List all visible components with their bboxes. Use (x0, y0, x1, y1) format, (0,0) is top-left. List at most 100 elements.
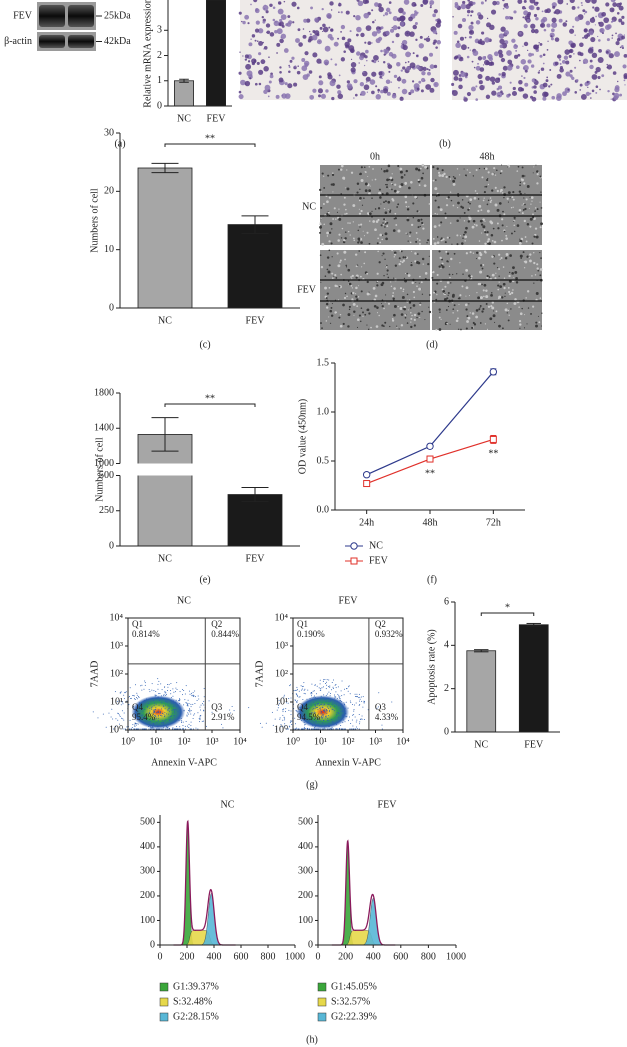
cell-speck (506, 312, 508, 314)
cell-speck (340, 168, 343, 171)
cell-speck (481, 310, 484, 313)
stained-cell (240, 79, 246, 86)
cell-speck (448, 265, 451, 267)
cell-speck (333, 275, 335, 277)
x-axis-label: Annexin V-APC (315, 757, 381, 768)
cell-speck (441, 288, 444, 291)
cell-speck (332, 191, 334, 193)
event-dot (342, 722, 344, 724)
cell-speck (514, 270, 518, 274)
cell-speck (464, 240, 466, 242)
event-dot (332, 708, 334, 710)
event-dot (350, 723, 352, 725)
stained-cell (327, 33, 333, 39)
cell-speck (526, 323, 528, 325)
cell-speck (384, 226, 386, 228)
stained-cell (365, 81, 368, 83)
event-dot (313, 702, 315, 704)
stained-cell (418, 43, 424, 49)
event-dot (192, 718, 194, 720)
cell-speck (518, 209, 522, 212)
stained-cell (524, 69, 528, 73)
stained-cell (363, 12, 370, 19)
stained-cell (499, 44, 504, 49)
cell-speck (391, 198, 394, 201)
cell-speck (377, 207, 381, 210)
cell-speck (514, 218, 516, 220)
cell-speck (478, 251, 482, 255)
stained-cell (363, 84, 370, 91)
event-dot (134, 725, 136, 727)
event-dot (117, 703, 119, 705)
cell-speck (484, 242, 487, 245)
cell-speck (465, 327, 468, 330)
event-dot (306, 698, 308, 700)
cell-speck (382, 252, 385, 255)
stained-cell (422, 66, 427, 71)
stained-cell (477, 73, 483, 80)
event-dot (331, 689, 333, 691)
cell-speck (360, 290, 363, 293)
event-dot (111, 708, 113, 710)
cell-speck (469, 198, 473, 201)
y-tick-label: 0 (444, 726, 449, 737)
stained-cell (465, 4, 471, 10)
cell-speck (326, 292, 330, 295)
cell-speck (528, 207, 530, 209)
cell-speck (402, 256, 405, 259)
y-tick-label: 0 (150, 939, 155, 950)
event-dot (183, 709, 185, 711)
event-dot (185, 685, 187, 687)
event-dot (169, 727, 171, 729)
cell-speck (421, 221, 424, 225)
stained-cell (268, 80, 272, 84)
cell-speck (329, 322, 332, 324)
event-dot (313, 690, 315, 692)
cell-speck (527, 307, 530, 309)
event-dot (129, 687, 131, 689)
stained-cell (340, 31, 342, 33)
cell-speck (491, 255, 494, 258)
stained-cell (353, 79, 358, 84)
stained-cell (546, 49, 549, 51)
event-dot (325, 688, 327, 690)
cell-speck (364, 313, 367, 316)
scratch-bg (320, 165, 430, 245)
stained-cell (362, 71, 365, 74)
event-dot (153, 711, 155, 713)
legend-label: S:32.57% (331, 996, 370, 1007)
stained-cell (621, 35, 625, 40)
cell-speck (523, 327, 526, 329)
event-dot (163, 720, 165, 722)
cell-speck (484, 231, 487, 234)
stained-cell (579, 83, 583, 87)
event-dot (326, 720, 328, 722)
event-dot (297, 700, 299, 702)
event-dot (314, 728, 316, 730)
cell-speck (475, 224, 478, 227)
cell-speck (498, 281, 500, 283)
stained-cell (611, 9, 614, 11)
stained-cell (412, 24, 417, 30)
stained-cell (551, 95, 556, 100)
cell-speck (519, 239, 523, 243)
stained-cell (488, 56, 493, 62)
cell-speck (459, 217, 461, 219)
stained-cell (468, 29, 475, 35)
cell-speck (473, 196, 477, 200)
stained-cell (418, 80, 422, 84)
event-dot (302, 685, 304, 687)
stained-cell (568, 54, 572, 58)
event-dot (362, 696, 364, 698)
stained-cell (523, 41, 529, 47)
cell-speck (389, 210, 392, 213)
cell-speck (347, 313, 351, 316)
cell-speck (504, 257, 508, 260)
event-dot (186, 715, 188, 717)
cell-speck (533, 282, 535, 284)
cell-speck (456, 219, 459, 223)
event-dot (281, 725, 283, 727)
event-dot (315, 707, 317, 709)
cell-speck (399, 287, 402, 290)
stained-cell (497, 85, 503, 90)
